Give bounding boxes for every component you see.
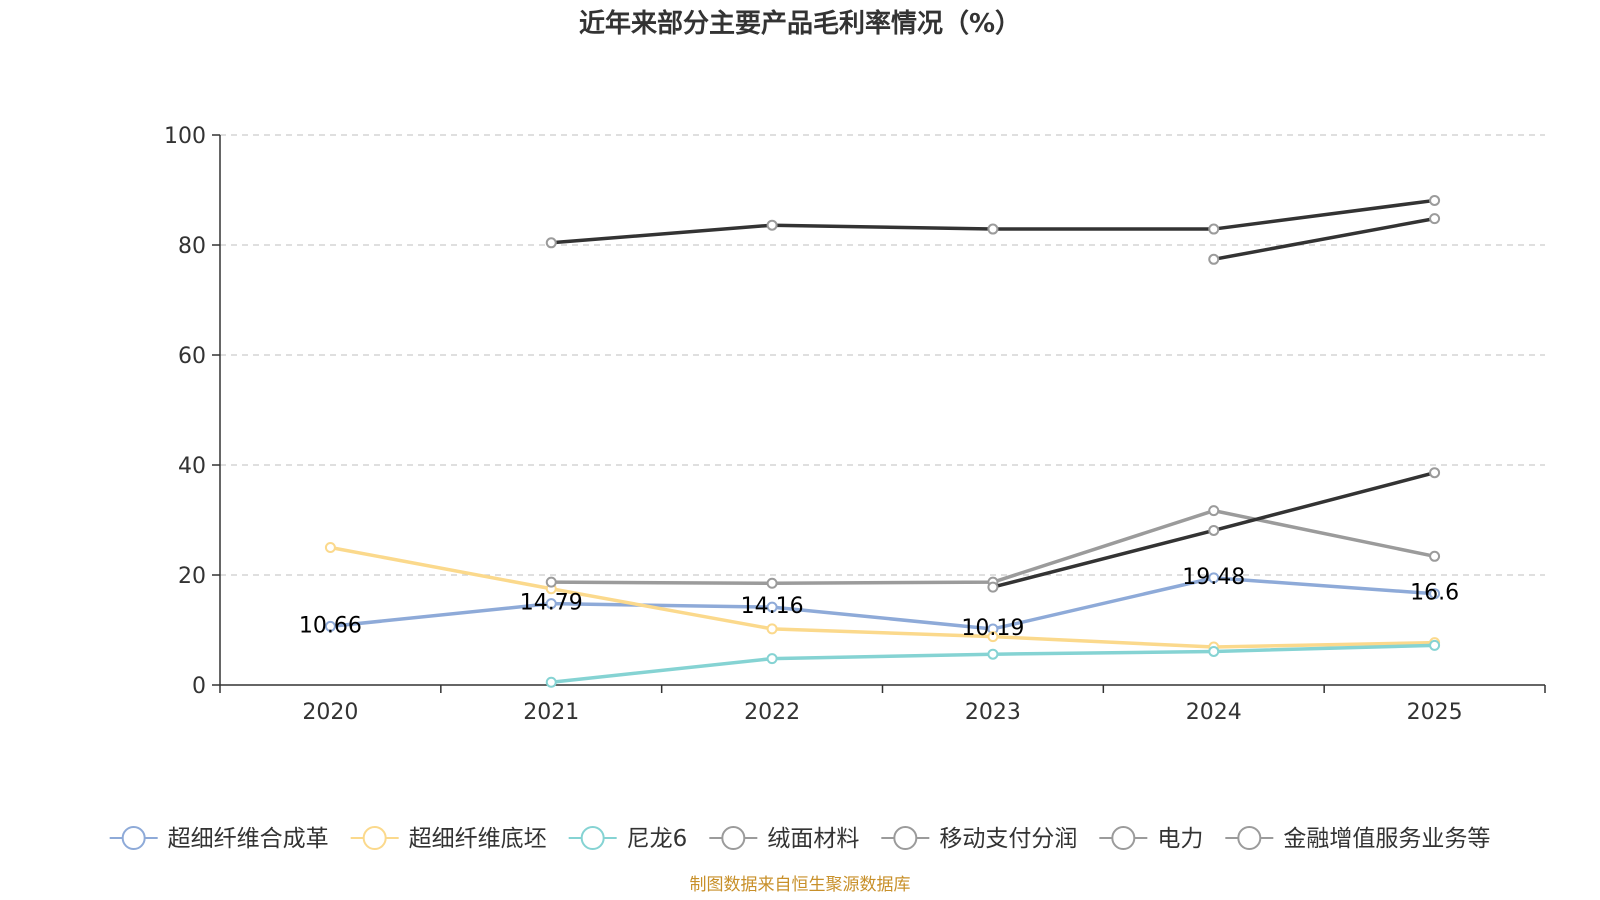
series-2 [545,639,1441,688]
legend-circle-icon [893,826,918,850]
legend-label: 尼龙6 [627,826,688,852]
series-1 [324,542,1441,653]
series-0-point-2021[interactable] [545,598,557,610]
x-tick-label-2020: 2020 [302,700,358,725]
chart-title: 近年来部分主要产品毛利率情况（%） [579,8,1021,39]
x-tick-label-2024: 2024 [1186,700,1242,725]
series-5-point-2024[interactable] [1208,524,1220,536]
data-label-2021: 14.79 [520,591,583,616]
series-3-point-2025[interactable] [1429,550,1441,562]
legend-item-2[interactable]: 尼龙6 [568,826,688,852]
series-5-point-2025[interactable] [1429,467,1441,479]
series-6 [1208,213,1441,265]
data-label-2022: 14.16 [741,594,804,619]
series-2-point-2021[interactable] [545,676,557,688]
legend[interactable]: 超细纤维合成革 超细纤维底坯 尼龙6 绒面材料 移动支付分润 电力 金融增值服务业务等 [109,826,1491,852]
x-tick-label-2025: 2025 [1407,700,1463,725]
legend-circle-icon [1111,826,1136,850]
legend-circle-icon [580,826,605,850]
series-5 [987,467,1441,593]
legend-item-4[interactable]: 移动支付分润 [881,826,1077,852]
y-tick-label: 40 [178,454,206,479]
series-6-point-2024[interactable] [1208,253,1220,265]
series-2-point-2025[interactable] [1429,639,1441,651]
series-line-0 [328,576,1437,631]
source-note: 制图数据来自恒生聚源数据库 [690,875,911,895]
series-4 [545,194,1441,249]
series-0-point-2024[interactable] [1208,572,1220,584]
data-label-2023: 10.19 [961,616,1024,641]
x-tick-label-2022: 2022 [744,700,800,725]
data-label-2020: 10.66 [299,613,362,638]
data-label-2024: 19.48 [1182,565,1245,590]
series-3-point-2022[interactable] [766,577,778,589]
series-2-point-2022[interactable] [766,653,778,665]
y-tick-label: 0 [192,674,206,699]
legend-label: 移动支付分润 [939,826,1077,852]
data-label-2025: 16.6 [1410,581,1459,606]
data-labels: 10.66 14.79 14.16 10.19 19.48 16.6 [299,565,1459,641]
legend-circle-icon [721,826,746,850]
series-line-1 [328,545,1437,649]
legend-circle-icon [121,826,146,850]
series-2-point-2023[interactable] [987,648,999,660]
series-0-point-2020[interactable] [324,620,336,632]
legend-label: 超细纤维底坯 [409,826,547,852]
legend-item-6[interactable]: 金融增值服务业务等 [1225,826,1490,852]
series-line-4 [549,198,1437,245]
legend-item-3[interactable]: 绒面材料 [709,826,859,852]
legend-item-0[interactable]: 超细纤维合成革 [109,826,329,852]
legend-item-5[interactable]: 电力 [1099,826,1203,852]
legend-item-1[interactable]: 超细纤维底坯 [350,826,547,852]
series-4-point-2025[interactable] [1429,194,1441,206]
x-tick-label-2023: 2023 [965,700,1021,725]
series-0-point-2025[interactable] [1429,588,1441,600]
y-tick-label: 100 [164,124,206,149]
axes: 0 20 40 60 80 100 2020 2021 2022 2023 2024 2025 [164,124,1546,725]
x-tick-label-2021: 2021 [523,700,579,725]
series-line-3 [549,508,1437,585]
legend-label: 金融增值服务业务等 [1283,826,1490,852]
series-line-6 [1212,216,1437,262]
series-1-point-2020[interactable] [324,542,336,553]
series-lines [324,194,1441,688]
y-tick-label: 60 [178,344,206,369]
series-0-point-2022[interactable] [766,601,778,613]
series-4-point-2022[interactable] [766,219,778,231]
series-4-point-2021[interactable] [545,237,557,249]
series-3-point-2024[interactable] [1208,505,1220,517]
series-6-point-2025[interactable] [1429,213,1441,225]
series-4-point-2023[interactable] [987,223,999,235]
series-1-point-2022[interactable] [766,623,778,635]
series-4-point-2024[interactable] [1208,223,1220,235]
series-3-point-2021[interactable] [545,576,557,588]
series-5-point-2023[interactable] [987,581,999,593]
legend-label: 超细纤维合成革 [168,826,329,852]
y-tick-label: 20 [178,564,206,589]
series-1-point-2023[interactable] [987,631,999,643]
series-2-point-2024[interactable] [1208,645,1220,657]
y-tick-label: 80 [178,234,206,259]
legend-label: 绒面材料 [767,826,859,852]
legend-circle-icon [1237,826,1262,850]
series-0 [324,572,1441,635]
legend-circle-icon [362,826,387,850]
grid-lines [220,134,1545,576]
legend-label: 电力 [1157,826,1203,852]
